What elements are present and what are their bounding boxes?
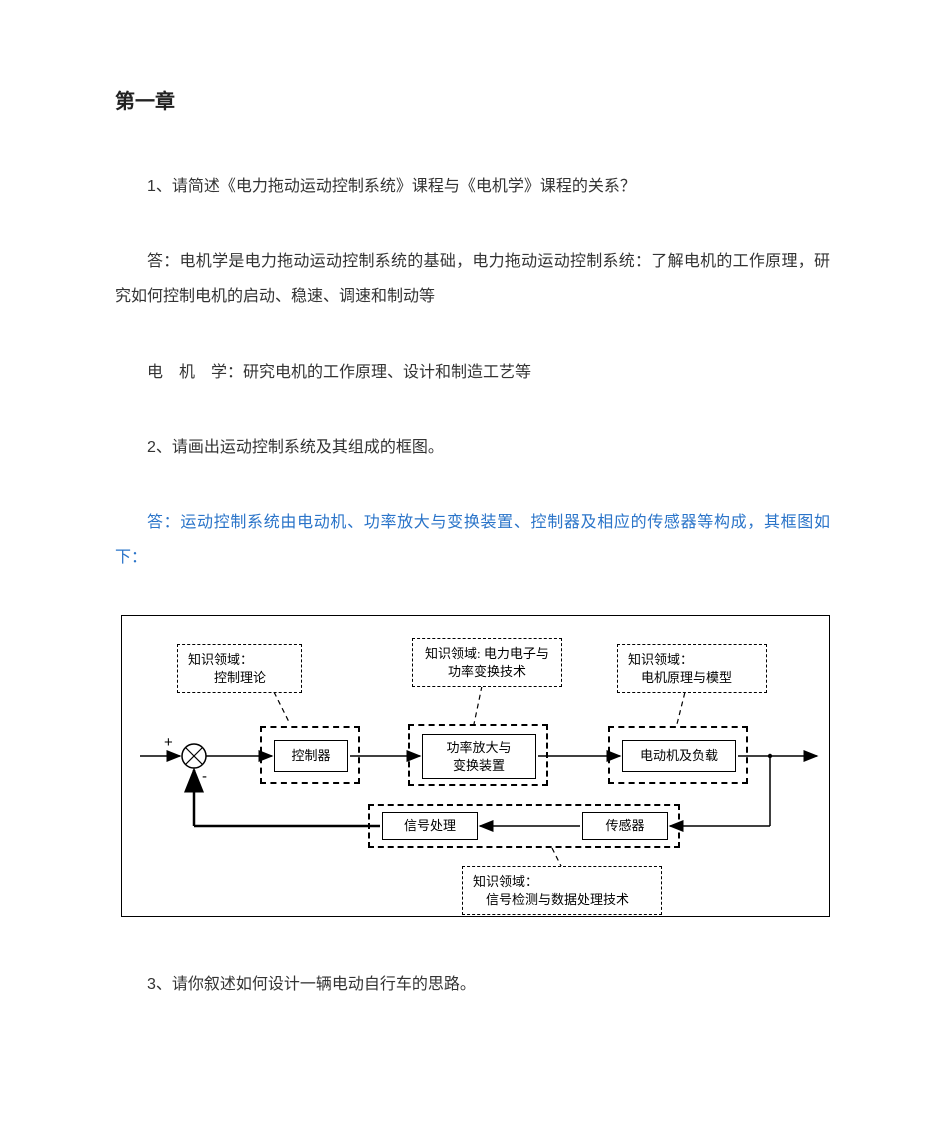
answer-1a: 答：电机学是电力拖动运动控制系统的基础，电力拖动运动控制系统：了解电机的工作原理…: [115, 244, 830, 314]
domain-value: 电机原理与模型: [628, 669, 732, 687]
domain-box-control-theory: 知识领域： 控制理论: [177, 644, 302, 693]
domain-label: 知识领域：: [473, 874, 538, 889]
block-power-line1: 功率放大与: [446, 740, 511, 755]
block-controller: 控制器: [274, 740, 348, 772]
block-sensor: 传感器: [582, 812, 668, 840]
domain-label: 知识领域：: [188, 652, 253, 667]
minus-sign: -: [202, 768, 207, 785]
domain-value-a: 电力电子与: [484, 646, 549, 661]
block-signal-processing: 信号处理: [382, 812, 478, 840]
block-diagram: 知识领域： 控制理论 知识领域: 电力电子与 功率变换技术 知识领域： 电机原理…: [121, 615, 830, 917]
answer-1b: 电 机 学：研究电机的工作原理、设计和制造工艺等: [115, 355, 830, 390]
domain-box-power-electronics: 知识领域: 电力电子与 功率变换技术: [412, 638, 562, 687]
domain-box-motor-theory: 知识领域： 电机原理与模型: [617, 644, 767, 693]
domain-label: 知识领域:: [425, 646, 481, 661]
domain-value: 信号检测与数据处理技术: [473, 891, 629, 909]
domain-value-b: 功率变换技术: [448, 664, 526, 679]
chapter-title: 第一章: [115, 85, 830, 114]
domain-value: 控制理论: [188, 669, 266, 687]
domain-label: 知识领域：: [628, 652, 693, 667]
answer-2: 答：运动控制系统由电动机、功率放大与变换装置、控制器及相应的传感器等构成，其框图…: [115, 505, 830, 575]
document-page: 第一章 1、请简述《电力拖动运动控制系统》课程与《电机学》课程的关系？ 答：电机…: [0, 0, 945, 1103]
domain-box-signal-detection: 知识领域： 信号检测与数据处理技术: [462, 866, 662, 915]
block-power: 功率放大与 变换装置: [422, 734, 536, 779]
question-2: 2、请画出运动控制系统及其组成的框图。: [115, 430, 830, 465]
question-1: 1、请简述《电力拖动运动控制系统》课程与《电机学》课程的关系？: [115, 169, 830, 204]
block-power-line2: 变换装置: [453, 758, 505, 773]
question-3: 3、请你叙述如何设计一辆电动自行车的思路。: [115, 967, 830, 1002]
block-motor: 电动机及负载: [622, 740, 736, 772]
plus-sign: +: [164, 734, 173, 751]
